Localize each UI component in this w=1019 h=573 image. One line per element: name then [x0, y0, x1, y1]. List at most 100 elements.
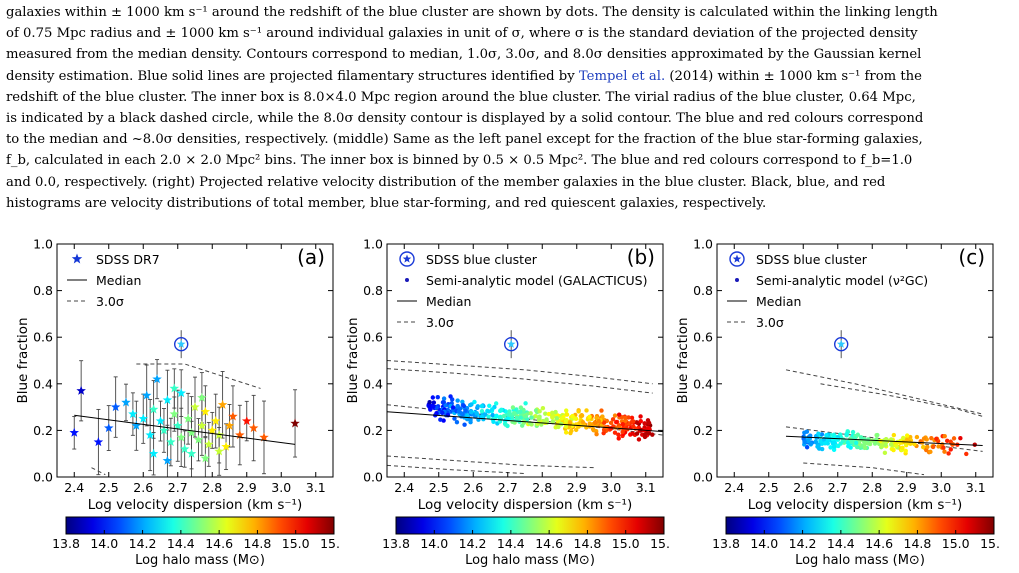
data-point: [452, 416, 457, 421]
data-point-star: [148, 404, 159, 414]
data-point: [550, 415, 555, 420]
data-point-star: [141, 390, 152, 400]
data-point: [528, 411, 533, 416]
data-point: [631, 424, 636, 429]
legend-label: Median: [96, 273, 141, 288]
colorbar: [395, 516, 665, 535]
sigma-contour-line: [387, 360, 653, 385]
data-point-star: [176, 432, 186, 442]
plot-area: [69, 330, 300, 477]
data-point: [879, 443, 884, 448]
data-point: [529, 415, 534, 420]
data-point: [573, 427, 579, 433]
data-point-star: [235, 430, 245, 440]
y-tick-label: 0.6: [33, 330, 53, 345]
axes-frame: [56, 243, 334, 478]
data-point: [888, 437, 894, 442]
x-tick-label: 3.0: [931, 480, 951, 495]
data-point-star: [128, 409, 138, 419]
data-point-star: [172, 420, 183, 430]
data-point: [559, 416, 565, 421]
data-point: [912, 441, 917, 447]
legend-star-icon: [402, 254, 412, 263]
citation-link[interactable]: Tempel et al.: [578, 68, 666, 84]
legend-label: 3.0σ: [96, 294, 124, 309]
data-point: [951, 436, 957, 441]
data-point: [430, 395, 436, 400]
data-point: [934, 436, 939, 442]
data-point: [921, 436, 927, 441]
data-point: [883, 442, 888, 448]
data-point: [580, 419, 586, 425]
data-point: [491, 419, 496, 425]
caption-line: to the median and ~8.0σ densities, respe…: [6, 132, 923, 148]
data-point: [858, 435, 864, 440]
panel-label: (c): [958, 245, 985, 269]
data-point: [563, 418, 569, 424]
data-point: [440, 400, 446, 405]
x-tick-label: 2.6: [133, 480, 153, 495]
data-point: [454, 420, 460, 425]
x-tick-label: 2.7: [498, 480, 518, 495]
x-tick-label: 3.1: [966, 480, 986, 495]
colorbar-tick-label: 14.2: [129, 536, 157, 551]
data-point: [903, 448, 908, 454]
data-point: [458, 406, 463, 411]
data-point: [891, 432, 897, 438]
y-tick-label: 0.6: [363, 330, 383, 345]
median-line: [74, 414, 296, 445]
data-point: [563, 424, 569, 429]
data-point: [610, 417, 616, 422]
data-point: [596, 418, 602, 424]
data-point: [948, 447, 953, 452]
data-point: [850, 429, 856, 435]
x-axis-label: Log velocity dispersion (km s⁻¹): [88, 497, 303, 513]
data-point-star: [162, 455, 173, 465]
data-point: [463, 408, 468, 413]
data-point: [942, 433, 947, 439]
legend-star-icon: [732, 254, 742, 263]
panel-label: (a): [297, 245, 325, 269]
data-point: [479, 408, 485, 414]
x-tick-label: 2.4: [64, 480, 84, 495]
data-point-star: [131, 420, 142, 430]
axes-frame: [716, 243, 994, 478]
data-point: [845, 440, 851, 445]
data-point-star: [110, 402, 121, 412]
x-tick-label: 2.5: [99, 480, 119, 495]
data-point: [587, 414, 592, 420]
data-point-star: [121, 397, 131, 407]
data-point: [945, 438, 950, 444]
colorbar-tick-label: 14.0: [750, 536, 778, 551]
data-point: [479, 403, 485, 409]
x-tick-label: 3.1: [636, 480, 656, 495]
colorbar-tick-label: 14.2: [789, 536, 817, 551]
data-point: [450, 405, 456, 410]
colorbar-tick-label: 15.0: [612, 536, 640, 551]
figure-caption: galaxies within ± 1000 km s⁻¹ around the…: [6, 2, 1014, 214]
data-point: [888, 442, 894, 447]
data-point: [579, 413, 585, 418]
data-point: [862, 442, 867, 447]
median-line: [387, 411, 663, 433]
data-point: [614, 420, 619, 425]
legend-label: SDSS DR7: [96, 252, 160, 267]
x-tick-label: 3.0: [601, 480, 621, 495]
x-tick-label: 2.6: [793, 480, 813, 495]
caption-line: galaxies within ± 1000 km s⁻¹ around the…: [6, 5, 938, 20]
blue-cluster-star: [836, 339, 846, 348]
data-point: [928, 449, 933, 455]
data-point: [592, 420, 598, 426]
axes-frame: [386, 243, 664, 478]
data-point: [958, 436, 963, 441]
data-point: [636, 437, 642, 442]
data-point: [537, 409, 542, 414]
data-point: [440, 410, 445, 416]
data-point: [503, 422, 508, 427]
data-point: [510, 405, 516, 410]
data-point-star: [148, 448, 159, 458]
data-point-star: [248, 423, 259, 433]
data-point: [468, 417, 473, 423]
x-tick-label: 2.8: [862, 480, 882, 495]
y-tick-label: 0.2: [33, 423, 53, 438]
